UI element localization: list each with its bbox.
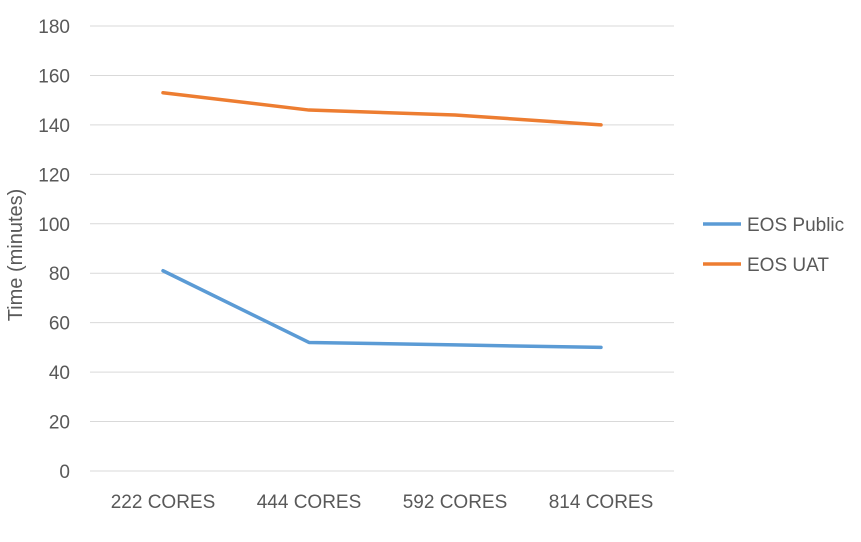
y-tick-label: 120 — [38, 165, 70, 186]
y-tick-labels: 0 20 40 60 80 100 120 140 160 180 — [38, 17, 70, 483]
y-tick-label: 20 — [49, 413, 70, 434]
legend-label: EOS Public — [747, 215, 844, 236]
x-tick-label: 444 CORES — [257, 492, 362, 513]
series-lines — [161, 91, 603, 350]
x-tick-label: 592 CORES — [403, 492, 508, 513]
y-tick-label: 160 — [38, 66, 70, 87]
y-tick-label: 60 — [49, 314, 70, 335]
x-tick-labels: 222 CORES 444 CORES 592 CORES 814 CORES — [111, 492, 654, 513]
y-axis-title: Time (minutes) — [5, 189, 27, 322]
y-tick-label: 0 — [59, 462, 70, 483]
series-line — [161, 91, 603, 127]
y-tick-label: 40 — [49, 363, 70, 384]
y-tick-label: 140 — [38, 116, 70, 137]
x-tick-label: 222 CORES — [111, 492, 216, 513]
y-tick-label: 180 — [38, 17, 70, 38]
blank-patch — [693, 292, 810, 332]
gridlines — [90, 25, 674, 472]
x-tick-label: 814 CORES — [549, 492, 654, 513]
blank-patch — [263, 378, 612, 417]
legend-label: EOS UAT — [747, 255, 829, 276]
series-line — [161, 269, 603, 350]
legend: EOS Public EOS UAT — [703, 215, 844, 276]
y-tick-label: 80 — [49, 264, 70, 285]
y-tick-label: 100 — [38, 215, 70, 236]
